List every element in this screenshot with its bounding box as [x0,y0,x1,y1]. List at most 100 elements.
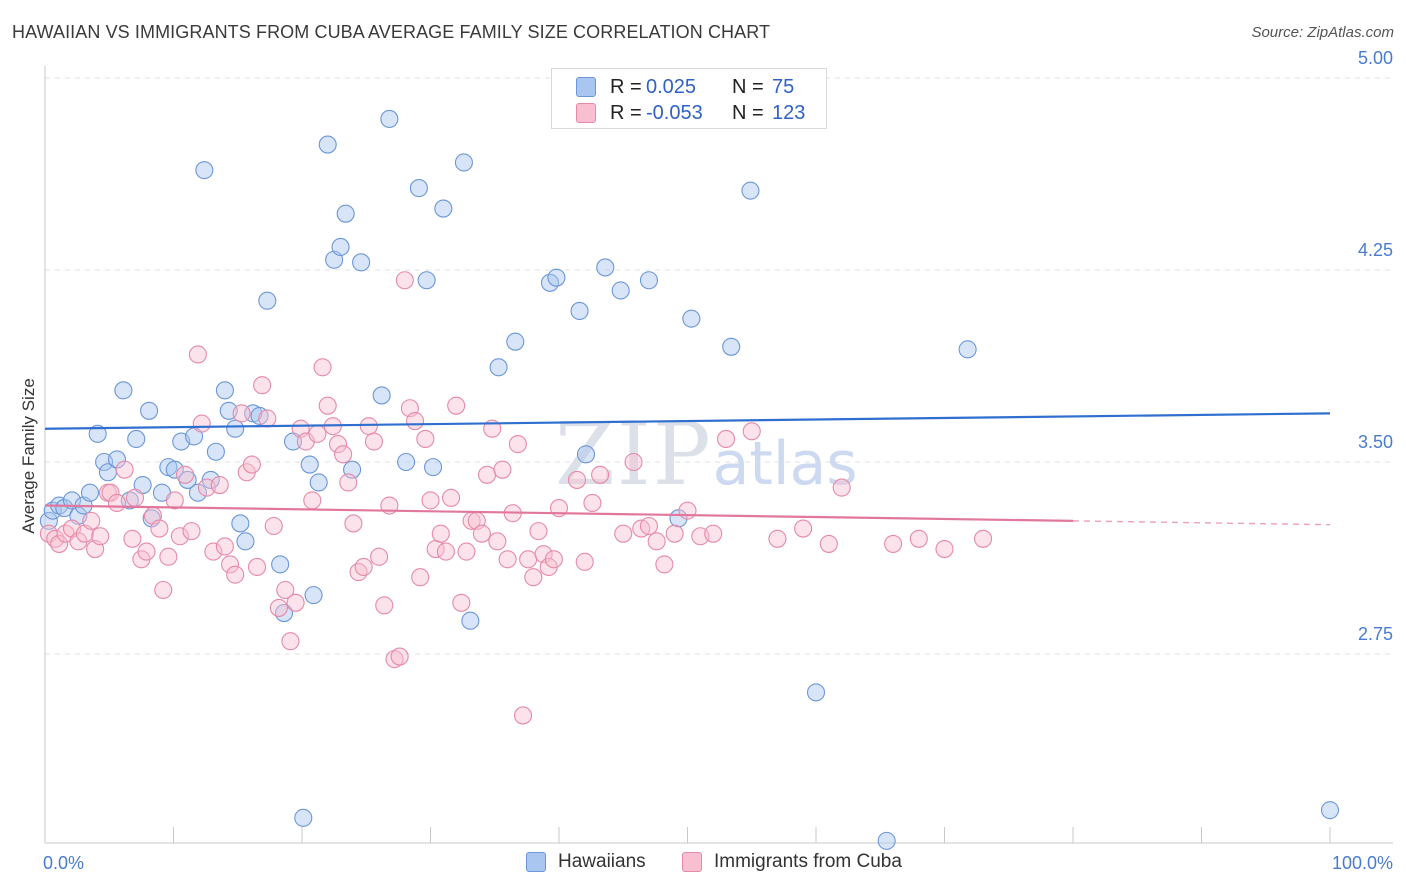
data-point [304,586,323,605]
y-tick-label: 4.25 [1358,240,1393,260]
legend-r-label: R = [610,101,642,124]
data-point [877,831,896,850]
data-point [639,271,659,290]
data-point [506,332,525,351]
data-point [195,161,214,180]
data-point [188,345,207,364]
series-legend: Hawaiians Immigrants from Cuba [0,851,1406,877]
data-point [958,340,977,359]
data-point [328,435,348,454]
data-point [50,534,69,553]
data-point [431,524,450,543]
data-point [39,511,58,530]
data-point [215,381,234,400]
data-point [336,204,355,223]
data-point [434,199,453,218]
series-immigrants-from-cuba [39,271,993,725]
data-point [226,565,245,584]
data-point [271,555,290,574]
data-point [215,537,234,556]
data-point [722,337,741,356]
data-point [454,153,473,172]
legend-row-cuba: R = -0.053 N = 123 [576,100,805,126]
data-point [596,258,615,277]
data-point [178,470,197,489]
data-point [411,568,430,587]
data-point [372,386,391,405]
data-point [123,529,142,548]
data-point [308,424,327,443]
data-point [424,458,443,477]
data-point [614,524,633,543]
data-point [611,281,630,300]
data-point [768,529,787,548]
legend-swatch-hawaiians [526,852,546,872]
data-point [417,271,436,290]
data-point [210,475,229,495]
data-point [294,808,313,827]
legend-swatch-cuba [576,103,596,123]
data-point [452,593,471,612]
data-point [339,473,358,492]
data-point [832,478,851,497]
data-point [819,534,838,553]
data-point [91,527,110,546]
y-tick-label: 2.75 [1358,624,1393,644]
legend-n-value: 123 [772,101,806,124]
data-point [334,445,353,464]
data-point [220,555,240,574]
data-point [309,473,328,492]
data-point [69,532,88,551]
data-point [436,542,455,561]
data-point [236,532,255,551]
data-point [115,460,134,479]
data-point [421,491,440,510]
y-axis-label: Average Family Size [19,378,38,534]
data-point [170,527,189,546]
y-tick-label: 3.50 [1358,432,1393,452]
legend-item-hawaiians[interactable]: Hawaiians [526,851,646,873]
data-point [226,419,245,438]
data-point [281,632,300,651]
data-point [165,491,184,510]
data-point [231,514,250,533]
y-tick-label: 5.00 [1358,48,1393,68]
data-point [576,445,596,464]
data-point [524,568,543,587]
legend-r-label: R = [610,75,642,98]
legend-swatch-cuba [682,852,702,872]
series-hawaiians [39,109,1340,850]
legend-item-cuba[interactable]: Immigrants from Cuba [682,851,902,873]
data-point [107,493,127,513]
data-point [125,488,144,507]
data-point [704,524,723,543]
data-point [716,429,736,449]
legend-label-hawaiians: Hawaiians [558,851,646,872]
data-point [206,442,225,461]
data-point [364,432,384,451]
data-point [544,550,563,569]
trend-line [44,412,1331,430]
data-point [406,411,425,431]
chart-title: HAWAIIAN VS IMMIGRANTS FROM CUBA AVERAGE… [12,22,771,42]
trend-lines [44,412,1331,526]
data-point [519,550,538,569]
data-point [508,435,527,454]
tick-labels: 2.75 3.50 4.25 5.00 0.0% 100.0% Average Family… [19,48,1393,873]
data-point [242,455,261,474]
data-point [150,519,169,538]
data-point [318,396,337,415]
data-point [493,460,512,479]
legend-row-hawaiians: R = 0.025 N = 75 [576,74,794,100]
data-point [276,580,295,600]
data-point [416,429,435,449]
source-label: Source: ZipAtlas.com [1251,24,1394,41]
data-point [274,603,294,623]
legend-r-value: 0.025 [646,75,697,98]
data-point [300,455,319,474]
data-point [489,358,508,377]
data-point [62,491,82,510]
data-point [909,529,928,548]
data-point [575,552,594,571]
